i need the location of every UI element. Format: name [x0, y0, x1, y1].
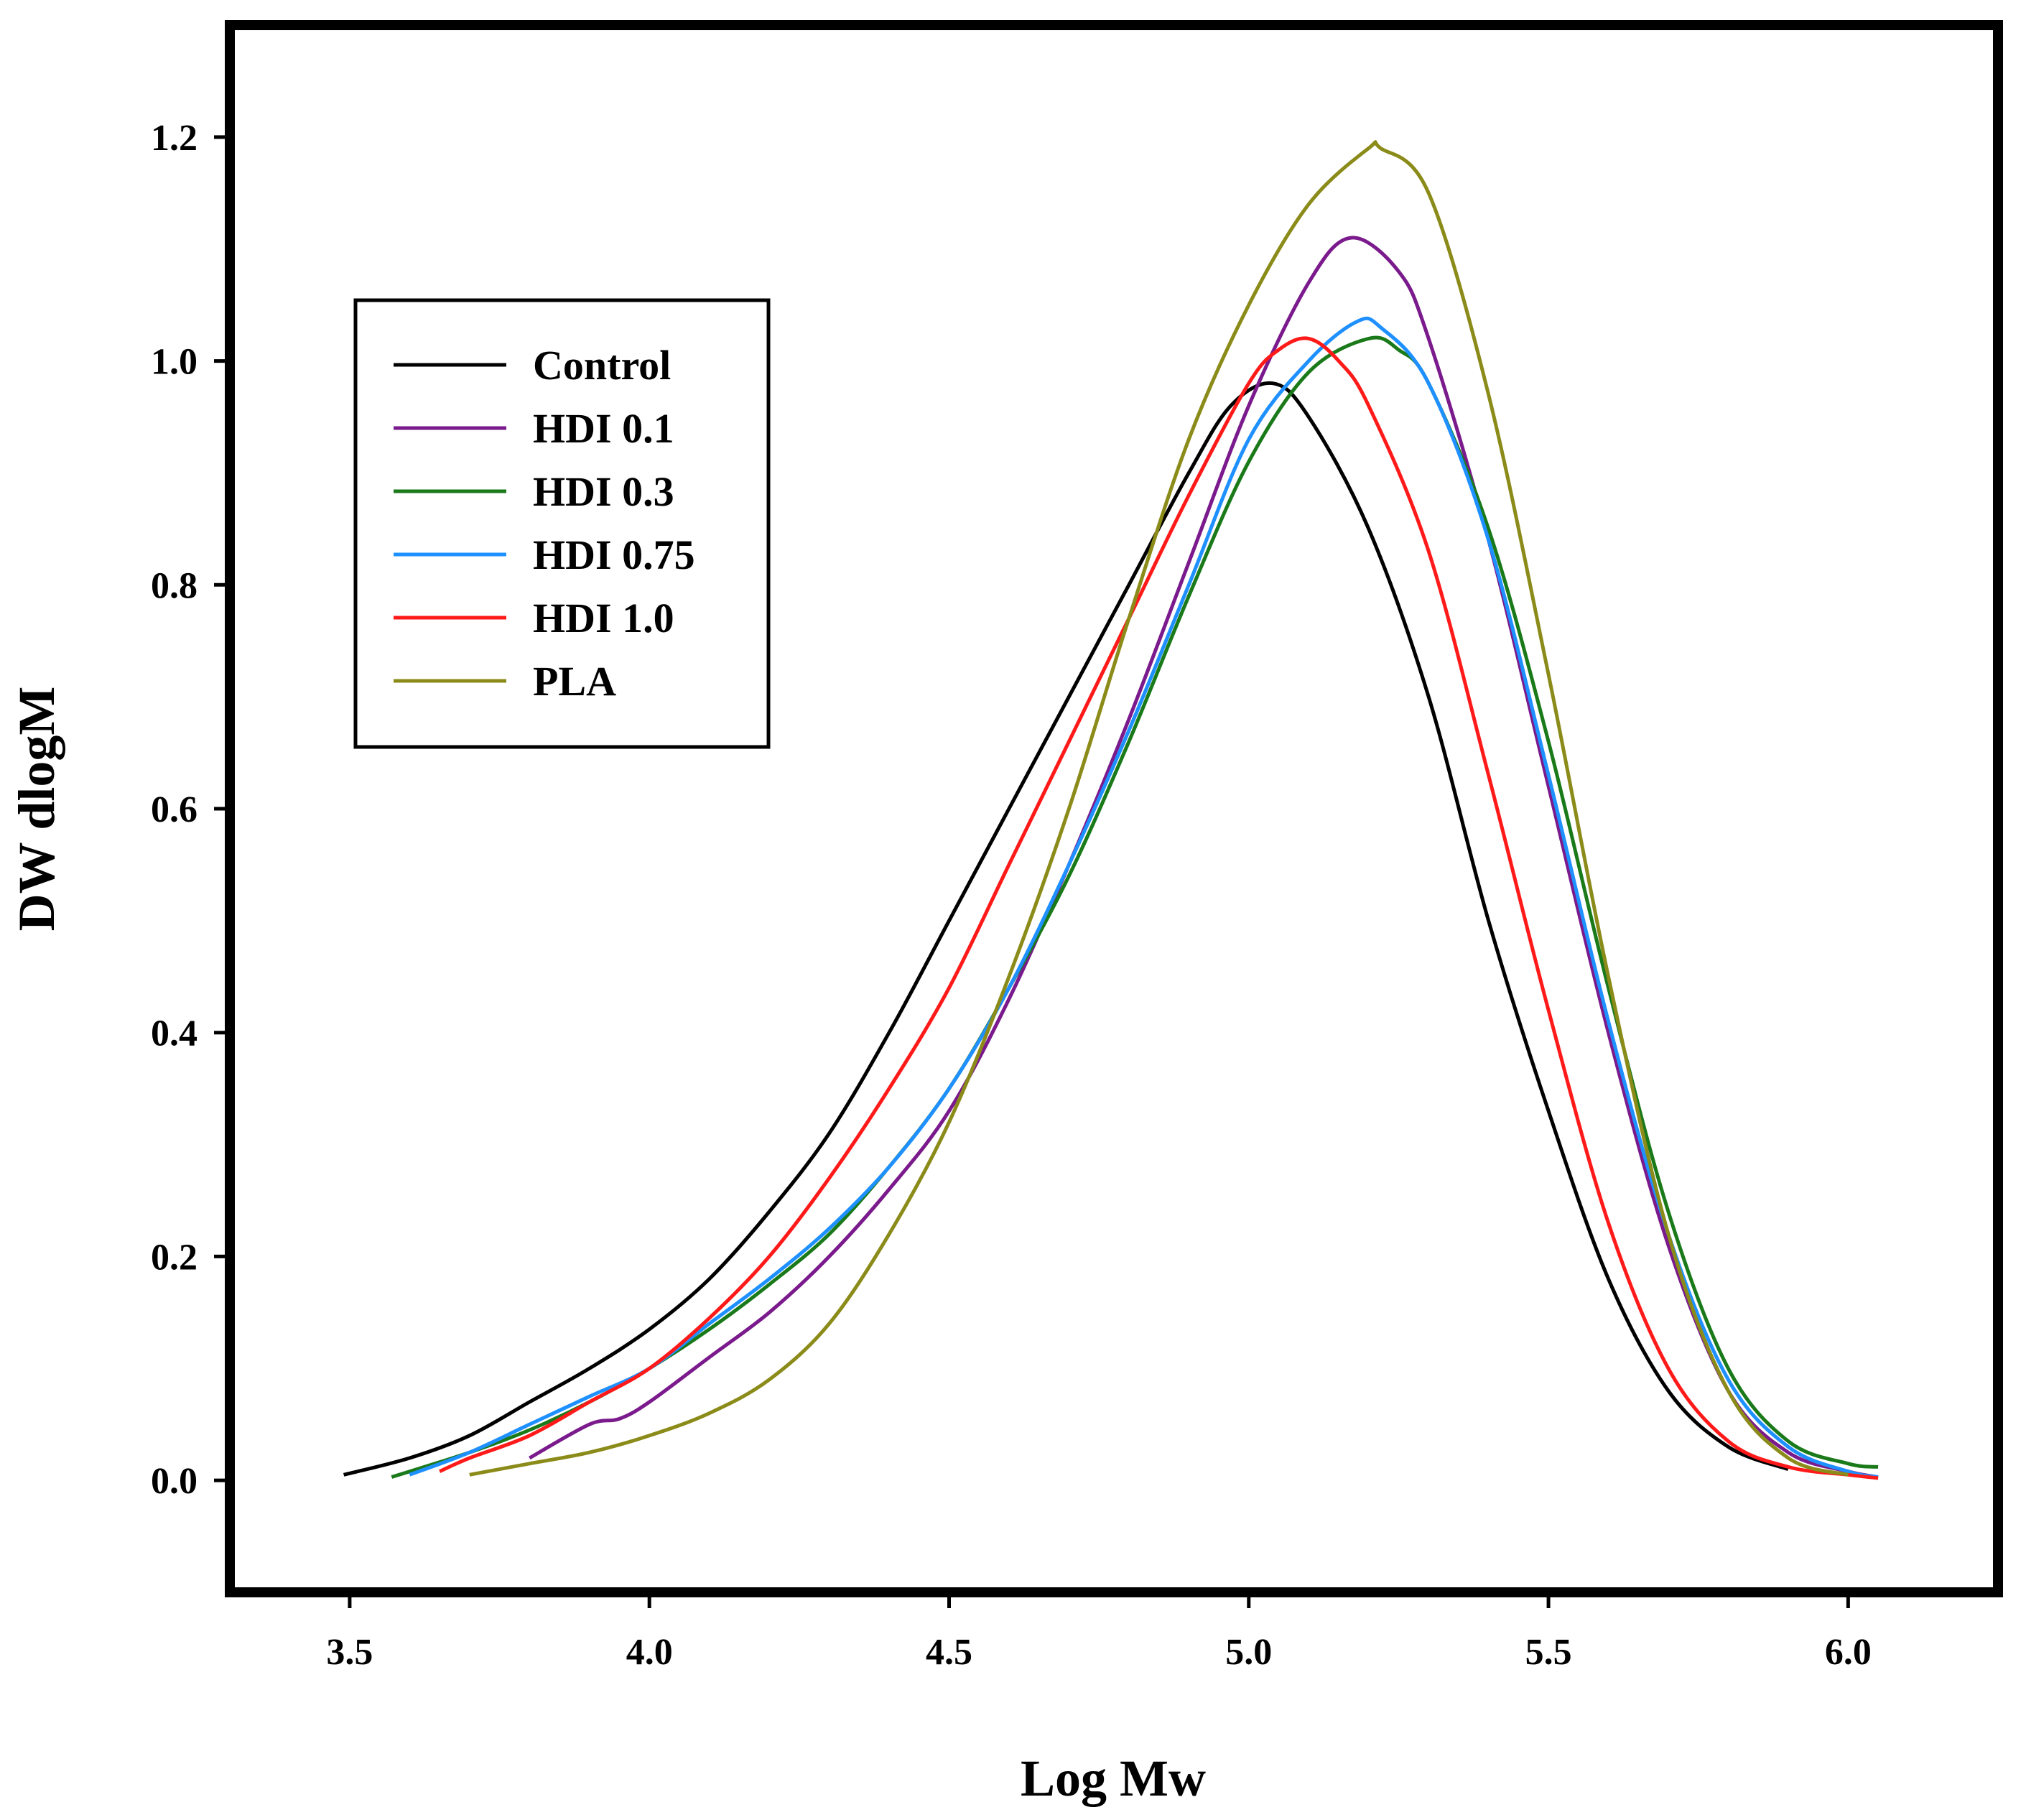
- legend-box: [353, 298, 771, 749]
- y-tick-label: 0.4: [151, 1013, 198, 1054]
- series-line-hdi-0-1: [529, 236, 1879, 1479]
- series-line-pla: [469, 140, 1849, 1477]
- series-line-hdi-0-75: [409, 316, 1879, 1479]
- y-tick-label: 0.2: [151, 1237, 198, 1278]
- x-tick-label: 6.0: [1825, 1632, 1872, 1673]
- x-axis-title: Log Mw: [1021, 1750, 1206, 1807]
- y-tick-label: 0.0: [151, 1461, 198, 1502]
- legend-items: Control HDI 0.1 HDI 0.3 HDI 0.75 HDI 1.0 PLA: [394, 342, 695, 705]
- ticks-group: 3.5 4.0 4.5 5.0 5.5 6.0 0.0 0.2 0.4 0.6 0.8 1.0 1.2: [151, 118, 1872, 1673]
- legend-label-control: Control: [533, 342, 671, 389]
- legend-label-hdi-0-1: HDI 0.1: [533, 405, 674, 452]
- series-line-control: [343, 381, 1789, 1477]
- series-line-hdi-0-3: [391, 335, 1879, 1479]
- legend-label-hdi-0-75: HDI 0.75: [533, 531, 695, 578]
- plot-frame: [225, 20, 2003, 1597]
- legend-label-pla: PLA: [533, 658, 616, 705]
- y-axis-title: DW dlogM: [8, 687, 65, 932]
- legend-label-hdi-0-3: HDI 0.3: [533, 468, 674, 515]
- legend-label-hdi-1-0: HDI 1.0: [533, 595, 674, 641]
- x-tick-label: 5.0: [1225, 1632, 1272, 1673]
- series-line-hdi-1-0: [439, 336, 1879, 1480]
- x-tick-label: 3.5: [326, 1632, 373, 1673]
- y-tick-label: 1.0: [151, 342, 198, 383]
- legend: Control HDI 0.1 HDI 0.3 HDI 0.75 HDI 1.0 PLA: [353, 298, 771, 749]
- x-tick-label: 4.0: [626, 1632, 673, 1673]
- series-group: [343, 140, 1879, 1480]
- x-tick-label: 5.5: [1525, 1632, 1572, 1673]
- y-tick-label: 0.6: [151, 789, 198, 830]
- x-tick-label: 4.5: [926, 1632, 972, 1673]
- y-tick-label: 0.8: [151, 565, 198, 606]
- y-tick-label: 1.2: [151, 118, 198, 159]
